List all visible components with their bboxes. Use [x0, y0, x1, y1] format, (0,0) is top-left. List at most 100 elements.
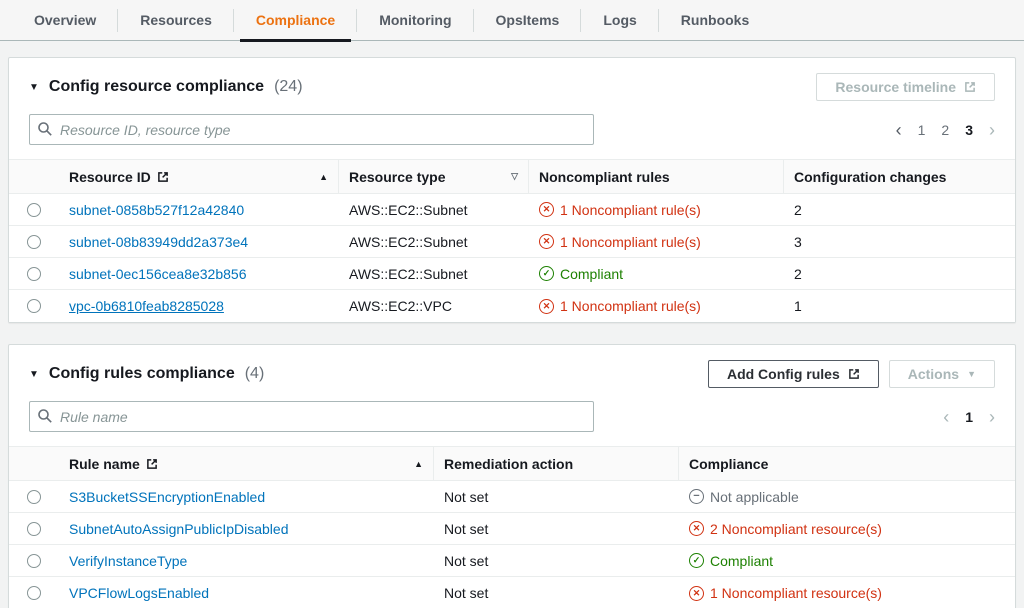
status-icon — [689, 553, 704, 568]
status-label: Compliant — [710, 552, 774, 569]
compliance-status: 2 Noncompliant resource(s) — [689, 521, 882, 537]
status-icon — [689, 489, 704, 504]
rule-name-link[interactable]: VerifyInstanceType — [69, 552, 188, 569]
tab-label: Logs — [603, 12, 637, 28]
column-label: Compliance — [689, 455, 769, 472]
compliance-status: Not applicable — [689, 489, 799, 505]
tab-logs[interactable]: Logs — [581, 0, 660, 40]
prev-page-icon[interactable]: ‹ — [895, 119, 902, 140]
panel-title-text: Config rules compliance — [48, 365, 235, 382]
tab-runbooks[interactable]: Runbooks — [659, 0, 771, 40]
next-page-icon[interactable]: › — [989, 119, 995, 140]
chevron-down-icon: ▼ — [967, 369, 976, 379]
resource-search-input[interactable] — [29, 114, 594, 145]
config-changes-cell: 1 — [794, 298, 802, 314]
row-radio[interactable] — [27, 553, 41, 568]
tab-overview[interactable]: Overview — [12, 0, 119, 40]
tab-label: OpsItems — [495, 12, 560, 28]
compliance-status: 1 Noncompliant rule(s) — [539, 202, 701, 218]
row-radio[interactable] — [27, 586, 41, 600]
rule-name-link[interactable]: SubnetAutoAssignPublicIpDisabled — [69, 520, 289, 537]
next-page-icon[interactable]: › — [989, 406, 995, 427]
row-radio[interactable] — [27, 299, 41, 313]
prev-page-icon[interactable]: ‹ — [943, 406, 950, 427]
resource-timeline-button[interactable]: Resource timeline — [816, 73, 995, 101]
item-count: (24) — [274, 78, 303, 95]
tab-monitoring[interactable]: Monitoring — [357, 0, 474, 40]
external-link-icon — [848, 369, 859, 379]
row-radio[interactable] — [27, 234, 41, 249]
item-count: (4) — [244, 365, 265, 382]
rule-search-input[interactable] — [29, 401, 594, 432]
column-label: Configuration changes — [794, 168, 947, 185]
table-row: VPCFlowLogsEnabled Not set 1 Noncomplian… — [9, 577, 1015, 608]
row-radio[interactable] — [27, 521, 41, 536]
row-radio[interactable] — [27, 489, 41, 504]
tab-label: Compliance — [255, 12, 336, 28]
actions-button[interactable]: Actions ▼ — [888, 360, 995, 388]
table-row: vpc-0b6810feab8285028 AWS::EC2::VPC 1 No… — [9, 290, 1015, 322]
column-header-remediation-action: Remediation action — [434, 447, 679, 480]
rule-name-link[interactable]: VPCFlowLogsEnabled — [69, 585, 210, 601]
config-changes-cell: 2 — [794, 201, 802, 218]
column-label: Resource type — [349, 168, 446, 185]
sort-ascending-icon[interactable]: ▲ — [414, 458, 423, 469]
table-row: subnet-0ec156cea8e32b856 AWS::EC2::Subne… — [9, 258, 1015, 290]
resource-id-link[interactable]: subnet-0ec156cea8e32b856 — [69, 265, 247, 282]
tab-bar: Overview Resources Compliance Monitoring… — [0, 0, 1024, 42]
external-link-icon — [965, 82, 975, 92]
panel-title-text: Config resource compliance — [48, 78, 265, 95]
column-label: Remediation action — [444, 455, 574, 472]
resource-compliance-table: Resource ID ▲ Resource type ▽ Noncomplia… — [9, 159, 1015, 322]
panel-header: ▼ Config resource compliance (24) Resour… — [9, 58, 1015, 110]
column-header-noncompliant-rules: Noncompliant rules — [529, 160, 784, 193]
rule-search-box — [29, 401, 594, 432]
status-label: Not applicable — [710, 488, 799, 505]
status-icon — [539, 202, 554, 217]
table-header-row: Rule name ▲ Remediation action Complianc… — [9, 446, 1015, 481]
page-number-3-current[interactable]: 3 — [965, 121, 973, 138]
resource-type-cell: AWS::EC2::Subnet — [349, 201, 468, 218]
column-header-resource-type[interactable]: Resource type ▽ — [339, 160, 529, 193]
compliance-status: 1 Noncompliant rule(s) — [539, 234, 701, 250]
resource-search-box — [29, 114, 594, 145]
page-number-1-current[interactable]: 1 — [965, 408, 973, 425]
table-row: VerifyInstanceType Not set Compliant — [9, 545, 1015, 577]
resource-pagination: ‹ 1 2 3 › — [896, 121, 995, 139]
column-header-resource-id[interactable]: Resource ID ▲ — [59, 160, 339, 193]
table-row: subnet-0858b527f12a42840 AWS::EC2::Subne… — [9, 194, 1015, 226]
add-config-rules-button[interactable]: Add Config rules — [707, 360, 879, 388]
collapse-caret-icon[interactable]: ▼ — [29, 368, 39, 380]
resource-id-link[interactable]: subnet-08b83949dd2a373e4 — [69, 233, 249, 250]
collapse-caret-icon[interactable]: ▼ — [29, 81, 39, 93]
page-number-2[interactable]: 2 — [941, 121, 950, 138]
config-resource-compliance-panel: ▼ Config resource compliance (24) Resour… — [8, 57, 1016, 323]
panel-header: ▼ Config rules compliance (4) Add Config… — [9, 345, 1015, 397]
select-column-header — [9, 447, 59, 480]
tab-resources[interactable]: Resources — [118, 0, 234, 40]
button-label: Resource timeline — [835, 79, 956, 95]
tab-label: Monitoring — [379, 12, 452, 28]
column-header-rule-name[interactable]: Rule name ▲ — [59, 447, 434, 480]
row-radio[interactable] — [27, 202, 41, 217]
config-rules-compliance-panel: ▼ Config rules compliance (4) Add Config… — [8, 344, 1016, 608]
external-link-icon — [157, 171, 168, 182]
table-row: SubnetAutoAssignPublicIpDisabled Not set… — [9, 513, 1015, 545]
page-number-1[interactable]: 1 — [917, 121, 926, 138]
rules-pagination: ‹ 1 › — [943, 408, 995, 426]
row-radio[interactable] — [27, 266, 41, 281]
table-row: subnet-08b83949dd2a373e4 AWS::EC2::Subne… — [9, 226, 1015, 258]
panel-title: ▼ Config resource compliance (24) — [29, 78, 303, 96]
rule-name-link[interactable]: S3BucketSSEncryptionEnabled — [69, 488, 266, 505]
compliance-status: Compliant — [539, 266, 623, 282]
remediation-cell: Not set — [444, 488, 489, 505]
tab-opsitems[interactable]: OpsItems — [474, 0, 582, 40]
tab-compliance[interactable]: Compliance — [234, 0, 358, 42]
status-label: Compliant — [560, 265, 624, 282]
config-changes-cell: 3 — [794, 233, 802, 250]
resource-id-link[interactable]: vpc-0b6810feab8285028 — [69, 298, 224, 314]
compliance-status: Compliant — [689, 553, 773, 569]
resource-id-link[interactable]: subnet-0858b527f12a42840 — [69, 201, 245, 218]
sort-ascending-icon[interactable]: ▲ — [319, 171, 328, 182]
sort-descending-outline-icon[interactable]: ▽ — [511, 171, 518, 181]
